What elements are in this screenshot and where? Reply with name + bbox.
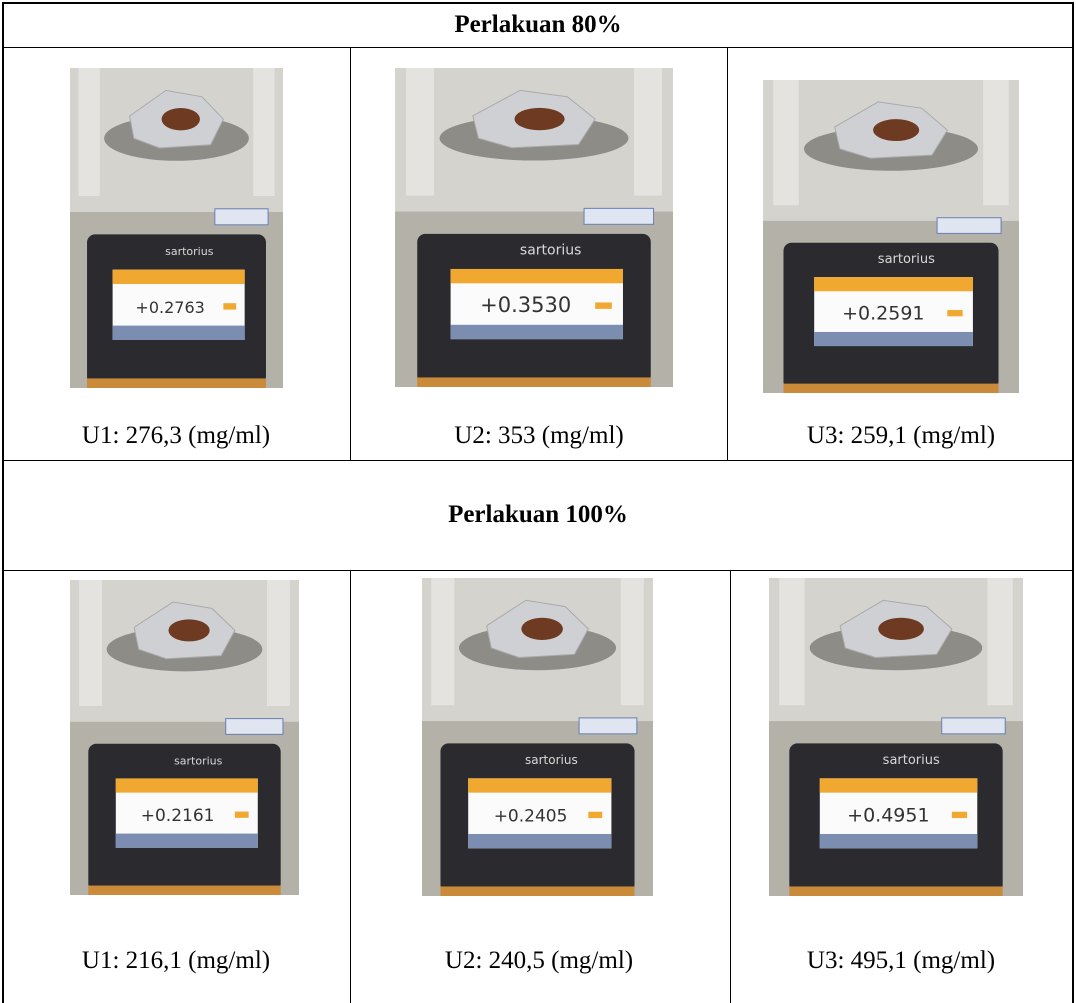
unit-indicator: [947, 310, 962, 316]
table-border: [1072, 2, 1074, 460]
reading: +0.3530: [480, 293, 571, 317]
label-sticker: [215, 209, 268, 225]
glass-left: [773, 80, 799, 205]
sample: [162, 108, 200, 130]
reading: +0.2405: [494, 806, 568, 826]
screen-top-bar: [820, 778, 977, 792]
brand: sartorius: [878, 252, 935, 267]
section-title: Perlakuan 80%: [2, 2, 1074, 47]
table-border: [2, 47, 1074, 48]
screen-bottom-bar: [451, 325, 623, 339]
screen-bottom-bar: [814, 332, 973, 346]
label-sticker: [942, 718, 1006, 734]
caption: U3: 495,1 (mg/ml): [728, 947, 1074, 975]
screen-top-bar: [451, 269, 623, 283]
table-border: [350, 570, 351, 1003]
screen-top-bar: [116, 778, 258, 792]
caption: U2: 353 (mg/ml): [350, 422, 728, 450]
reading: +0.2591: [842, 302, 924, 324]
base-strip: [87, 378, 266, 388]
scale-photo: sartorius +0.3530: [395, 68, 673, 387]
label-sticker: [584, 208, 654, 224]
base-strip: [783, 384, 998, 393]
scale-photo: sartorius +0.2591: [763, 80, 1019, 393]
caption: U3: 259,1 (mg/ml): [728, 422, 1074, 450]
screen-bottom-bar: [468, 834, 611, 848]
base-strip: [440, 886, 634, 896]
glass-right: [983, 80, 1009, 205]
glass-right: [253, 68, 274, 196]
section-title: Perlakuan 100%: [2, 460, 1074, 570]
scale-photo: sartorius +0.2405: [422, 578, 653, 896]
base-strip: [789, 886, 1002, 896]
glass-left: [79, 68, 100, 196]
scale-photo: sartorius +0.2161: [70, 580, 299, 895]
table-border: [2, 2, 4, 460]
glass-left: [431, 578, 454, 705]
sample: [168, 619, 209, 641]
scale-photo: sartorius +0.2763: [70, 68, 283, 388]
label-sticker: [579, 718, 637, 734]
sample: [515, 108, 565, 130]
screen-top-bar: [113, 270, 245, 284]
table-border: [1072, 460, 1074, 1003]
glass-left: [79, 580, 102, 706]
caption: U1: 216,1 (mg/ml): [2, 947, 350, 975]
glass-left: [406, 68, 434, 196]
screen-top-bar: [814, 277, 973, 291]
scale-photo: sartorius +0.4951: [769, 578, 1023, 896]
glass-right: [621, 578, 644, 705]
base-strip: [88, 886, 280, 895]
brand: sartorius: [520, 243, 582, 259]
caption: U1: 276,3 (mg/ml): [2, 422, 350, 450]
brand: sartorius: [525, 753, 578, 767]
unit-indicator: [588, 812, 602, 818]
screen-top-bar: [468, 778, 611, 792]
sample: [873, 119, 919, 141]
table-border: [730, 570, 731, 1003]
table-border: [350, 47, 351, 460]
table-border: [2, 570, 1074, 571]
label-sticker: [226, 719, 283, 735]
brand: sartorius: [174, 754, 223, 767]
brand: sartorius: [165, 245, 214, 258]
unit-indicator: [595, 302, 612, 308]
sample: [878, 618, 924, 640]
document: Perlakuan 80% sartorius +0.2763 U1: 276,3 (…: [0, 0, 1076, 1003]
table-border: [727, 47, 728, 460]
unit-indicator: [235, 812, 249, 818]
reading: +0.2763: [135, 298, 204, 317]
glass-right: [634, 68, 662, 196]
caption: U2: 240,5 (mg/ml): [350, 947, 728, 975]
screen-bottom-bar: [116, 834, 258, 848]
reading: +0.2161: [141, 806, 215, 826]
screen-bottom-bar: [113, 326, 245, 340]
base-strip: [417, 377, 651, 387]
sample: [521, 618, 563, 640]
unit-indicator: [952, 812, 967, 818]
label-sticker: [937, 218, 1001, 234]
glass-left: [779, 578, 804, 705]
reading: +0.4951: [847, 804, 929, 826]
glass-right: [267, 580, 290, 706]
table-border: [2, 460, 4, 1003]
glass-right: [987, 578, 1012, 705]
unit-indicator: [223, 303, 236, 309]
brand: sartorius: [883, 753, 940, 768]
screen-bottom-bar: [820, 834, 977, 848]
